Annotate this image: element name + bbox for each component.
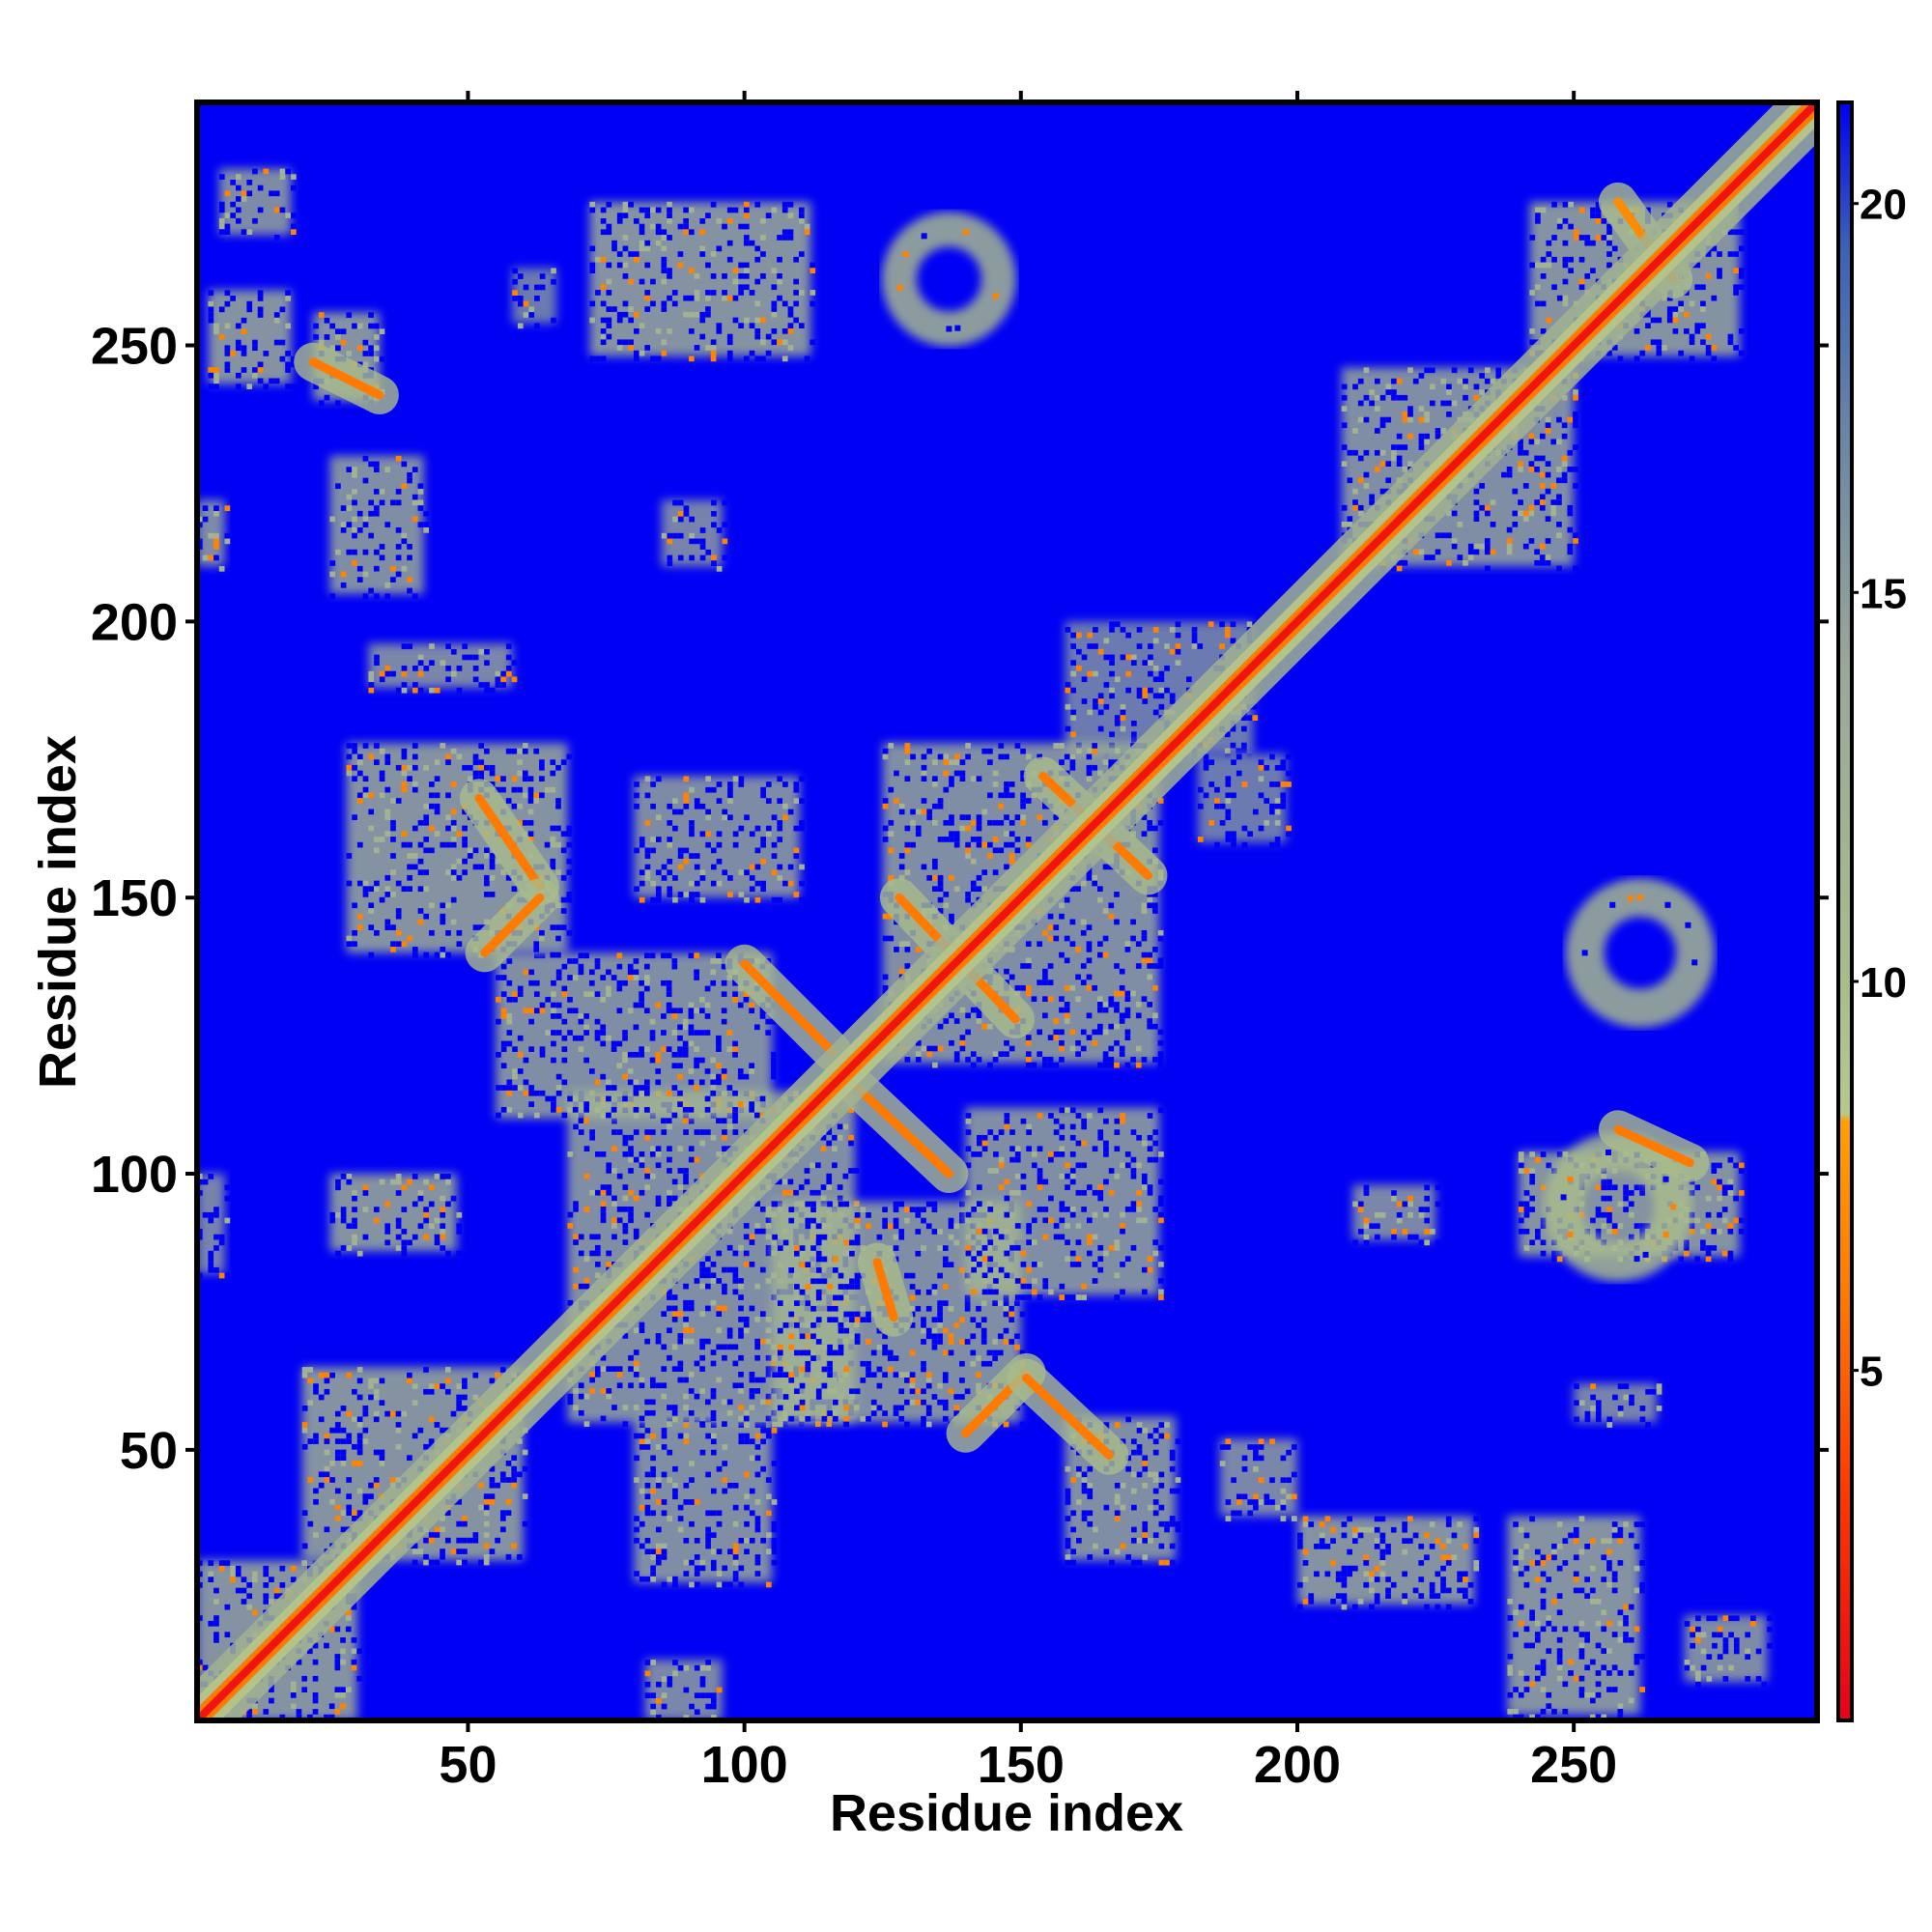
contact-ring	[881, 212, 1016, 347]
x-tick-label: 250	[1530, 1736, 1617, 1794]
contact-region	[1197, 753, 1292, 848]
x-tick-label: 150	[978, 1736, 1065, 1794]
contact-region	[634, 776, 805, 903]
contact-region	[661, 499, 728, 572]
contact-region	[329, 455, 429, 600]
contact-strand	[465, 878, 559, 973]
y-axis-ticks-right	[1817, 343, 1829, 1452]
contact-region	[1507, 1516, 1645, 1720]
x-tick-label: 200	[1254, 1736, 1341, 1794]
y-tick-label: 200	[91, 593, 178, 651]
contact-region	[965, 1107, 1164, 1300]
contact-region	[496, 952, 777, 1124]
contact-ring	[1543, 1132, 1693, 1282]
colorbar-tick-label: 20	[1860, 182, 1907, 229]
diagonal-band	[197, 102, 1817, 1720]
contact-region	[1352, 1184, 1441, 1246]
contact-strand	[836, 1065, 969, 1194]
y-tick-label: 50	[120, 1422, 178, 1480]
contact-strand	[1598, 1110, 1710, 1182]
contact-region	[329, 1174, 463, 1257]
contact-region	[1296, 1516, 1480, 1610]
contact-region	[1684, 1615, 1773, 1688]
colorbar-ticks: 5 10 15 20	[1852, 182, 1907, 1396]
contact-region	[1219, 1438, 1297, 1521]
colorbar-tick-label: 10	[1860, 959, 1907, 1007]
contact-region	[589, 201, 816, 362]
x-tick-label: 50	[439, 1736, 497, 1794]
contact-region	[644, 1660, 723, 1720]
contact-region	[512, 268, 557, 329]
contact-region	[772, 1201, 1026, 1428]
plot-frame	[194, 99, 1820, 1723]
y-tick-label: 100	[91, 1146, 178, 1204]
colorbar-tick-label: 5	[1860, 1349, 1883, 1396]
colorbar-tick-label: 15	[1860, 570, 1907, 617]
contact-strand	[724, 944, 853, 1072]
colorbar: 5 10 15 20	[1836, 100, 1907, 1722]
x-axis-ticks: 50 100 150 200 250	[439, 1720, 1617, 1794]
contact-strand	[459, 779, 559, 906]
x-axis-title: Residue index	[830, 1784, 1183, 1842]
contact-ring	[1565, 878, 1716, 1028]
contact-region	[634, 1416, 778, 1588]
contact-strand	[857, 1242, 914, 1337]
contact-region	[208, 290, 297, 389]
y-axis-ticks: 50 100 150 200 250	[91, 318, 197, 1480]
x-tick-label: 100	[701, 1736, 788, 1794]
contact-region	[218, 168, 297, 241]
y-axis-title: Residue index	[29, 735, 87, 1089]
contact-strand	[294, 342, 399, 414]
contact-strand	[1007, 1358, 1129, 1475]
y-tick-label: 150	[91, 869, 178, 927]
contact-region	[368, 643, 518, 694]
colorbar-scale	[1836, 100, 1854, 1722]
heatmap-cells	[197, 102, 1817, 1720]
x-axis-ticks-top	[466, 91, 1577, 102]
y-tick-label: 250	[91, 318, 178, 376]
contact-region	[1574, 1383, 1662, 1428]
